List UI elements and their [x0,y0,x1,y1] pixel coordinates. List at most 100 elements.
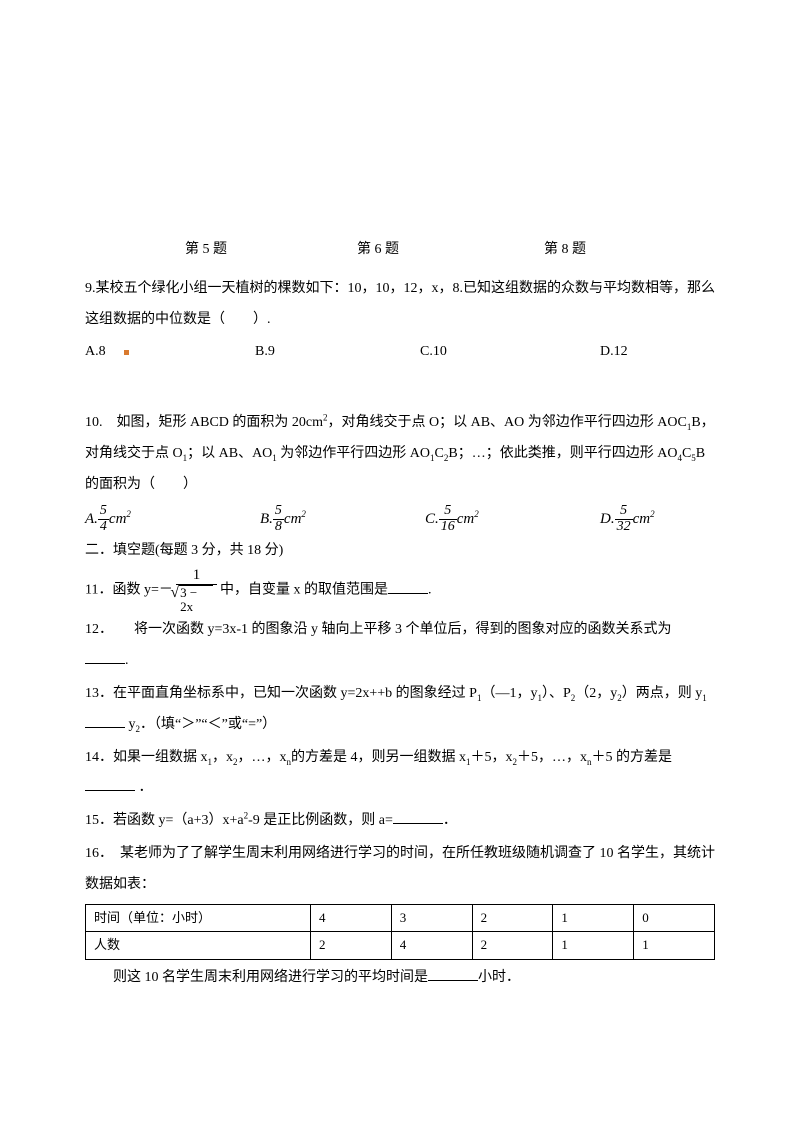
q14-d: 的方差是 4，则另一组数据 x [291,750,466,765]
q11-post: 中，自变量 x 的取值范围是 [220,583,388,598]
cell-c0: 2 [311,932,392,960]
cell-t1: 3 [391,904,472,932]
cell-t3: 1 [553,904,634,932]
q10-d-label: D. [600,503,615,536]
unit-c: cm2 [457,503,479,536]
frac-a-den: 4 [98,519,109,535]
q12-stem: 12． 将一次函数 y=3x-1 的图象沿 y 轴向上平移 3 个单位后，得到的… [85,615,715,677]
q16-stem: 16． 某老师为了了解学生周末利用网络进行学习的时间，在所任教班级随机调查了 1… [85,839,715,901]
q10-opt-a: A. 54 cm2 [85,503,260,536]
q10-options: A. 54 cm2 B. 58 cm2 C. 516 cm2 D. 532 cm… [85,503,715,536]
q15-c: ． [443,813,457,828]
th-time: 时间（单位：小时） [86,904,311,932]
unit-b: cm2 [284,503,306,536]
q11-radicand: 3 − 2x [179,585,213,613]
q15-a: 15．若函数 y=（a+3）x+a [85,813,244,828]
q9-opt-a: A.8 [85,337,255,368]
label-q8: 第 8 题 [544,235,586,266]
q9-opt-b: B.9 [255,337,420,368]
q10-t2: ，对角线交于点 O；以 AB、AO 为邻边作平行四边形 AOC [328,415,687,430]
q10-c-label: C. [425,503,439,536]
q9-options: A.8 B.9 C.10 D.12 [85,337,715,368]
blank-q13 [85,714,125,728]
q14-c: ，…，x [238,750,287,765]
figure-labels-row: 第 5 题 第 6 题 第 8 题 [85,235,715,266]
q14-g: ＋5 的方差是 [592,750,673,765]
q11-pre: 11．函数 y=－ [85,583,173,598]
frac-c: 516 [439,504,457,534]
cell-c4: 1 [634,932,715,960]
q10-opt-b: B. 58 cm2 [260,503,425,536]
sq-b: 2 [301,509,306,519]
blank-q15 [393,810,443,824]
q10-stem: 10. 如图，矩形 ABCD 的面积为 20cm2，对角线交于点 O；以 AB、… [85,408,715,500]
sq-d: 2 [650,509,655,519]
blank-q12 [85,650,125,664]
q12-text: 12． 将一次函数 y=3x-1 的图象沿 y 轴向上平移 3 个单位后，得到的… [85,622,672,637]
cell-t4: 0 [634,904,715,932]
frac-a: 54 [98,504,109,534]
q9-opt-c: C.10 [420,337,600,368]
q11-rad-text: 3 − 2x [180,586,213,613]
sqrt-icon: √ [170,584,179,601]
frac-d-num: 5 [618,504,629,519]
dot-icon [124,350,129,355]
q14-f: ＋5，…，x [517,750,587,765]
q16-table: 时间（单位：小时） 4 3 2 1 0 人数 2 4 2 1 1 [85,904,715,961]
sub-y1b: 1 [702,693,707,703]
q16-tail: 则这 10 名学生周末利用网络进行学习的平均时间是小时． [85,963,715,994]
cell-c2: 2 [472,932,553,960]
q9-opt-d: D.12 [600,337,628,368]
blank-q16 [428,967,478,981]
q9-opt-a-text: A.8 [85,344,106,359]
q10-t5: 为邻边作平行四边形 AO [277,446,430,461]
q13-b: （—1，y [481,686,537,701]
q13-e: ）两点，则 y [622,686,703,701]
q11-tail: . [428,583,432,598]
blank-q14 [85,777,135,791]
frac-b-num: 5 [273,504,284,519]
q10-t6: C [435,446,444,461]
q10-b-label: B. [260,503,273,536]
table-row: 时间（单位：小时） 4 3 2 1 0 [86,904,715,932]
frac-c-den: 16 [439,519,457,535]
cell-t2: 2 [472,904,553,932]
th-count: 人数 [86,932,311,960]
sq-a: 2 [126,509,131,519]
frac-b: 58 [273,504,284,534]
frac-d: 532 [615,504,633,534]
cm-a: cm [109,511,127,527]
q11-stem: 11．函数 y=－ 1 √3 − 2x 中，自变量 x 的取值范围是. [85,568,715,613]
q10-t4: ；以 AB、AO [187,446,272,461]
q16-tail-a: 则这 10 名学生周末利用网络进行学习的平均时间是 [113,970,428,985]
q13-c: ）、P [542,686,571,701]
sq-c: 2 [474,509,479,519]
cell-c1: 4 [391,932,472,960]
q15-b: -9 是正比例函数，则 a= [248,813,393,828]
label-q5: 第 5 题 [185,235,227,266]
q14-stem: 14．如果一组数据 x1，x2，…，xn的方差是 4，则另一组数据 x1＋5，x… [85,743,715,805]
q10-a-label: A. [85,503,98,536]
q10-t7: B；…；依此类推，则平行四边形 AO [448,446,677,461]
q14-a: 14．如果一组数据 x [85,750,208,765]
cell-t0: 4 [311,904,392,932]
cm-b: cm [284,511,302,527]
frac-d-den: 32 [615,519,633,535]
q13-g: ．（填“＞”“＜”或“=”） [140,717,276,732]
frac-q11: 1 √3 − 2x [176,568,216,613]
frac-c-num: 5 [442,504,453,519]
q15-stem: 15．若函数 y=（a+3）x+a2-9 是正比例函数，则 a=． [85,806,715,837]
q14-h: ． [135,780,153,795]
unit-d: cm2 [633,503,655,536]
q11-fraction: 1 √3 − 2x [176,568,216,613]
q14-b: ，x [212,750,233,765]
q13-d: （2，y [575,686,617,701]
frac-b-den: 8 [273,519,284,535]
q10-t8: C [682,446,691,461]
q10-opt-c: C. 516 cm2 [425,503,600,536]
unit-a: cm2 [109,503,131,536]
q11-num: 1 [190,568,204,584]
q9-stem: 9.某校五个绿化小组一天植树的棵数如下：10，10，12，x，8.已知这组数据的… [85,274,715,336]
label-q6: 第 6 题 [357,235,399,266]
cell-c3: 1 [553,932,634,960]
